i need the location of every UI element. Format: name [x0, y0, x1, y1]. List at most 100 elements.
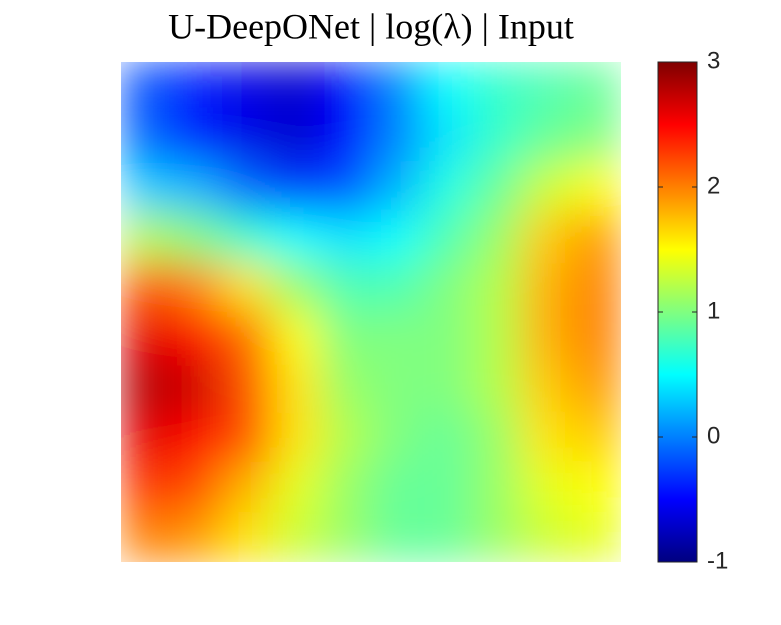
- heatmap-cell: [271, 512, 322, 562]
- heatmap-cell: [171, 362, 222, 413]
- heatmap-cell: [521, 412, 572, 463]
- heatmap-cell: [221, 112, 272, 163]
- colorbar-tick-label: -1: [707, 547, 728, 574]
- heatmap-cell: [371, 512, 422, 562]
- heatmap-cell: [471, 412, 522, 463]
- heatmap-cell: [571, 512, 621, 562]
- heatmap-cell: [371, 412, 422, 463]
- heatmap-cell: [421, 212, 472, 263]
- heatmap-cell: [471, 312, 522, 363]
- colorbar-tick-label: 2: [707, 172, 720, 199]
- heatmap-cell: [121, 312, 172, 363]
- heatmap-cell: [421, 312, 472, 363]
- heatmap-cell: [271, 62, 322, 113]
- heatmap-cell: [171, 112, 222, 163]
- heatmap-cell: [321, 512, 372, 562]
- heatmap-cell: [471, 162, 522, 213]
- heatmap-cell: [421, 262, 472, 313]
- heatmap-cell: [271, 362, 322, 413]
- heatmap-cell: [571, 112, 621, 163]
- heatmap-cell: [271, 162, 322, 213]
- heatmap-cell: [121, 362, 172, 413]
- heatmap-cell: [221, 162, 272, 213]
- heatmap-cell: [121, 262, 172, 313]
- heatmap-cell: [121, 212, 172, 263]
- heatmap-cell: [571, 462, 621, 513]
- heatmap-cell: [521, 312, 572, 363]
- colorbar: [657, 61, 698, 563]
- heatmap-cell: [221, 262, 272, 313]
- heatmap-cell: [171, 312, 222, 363]
- heatmap-cell: [171, 212, 222, 263]
- heatmap-cell: [321, 462, 372, 513]
- heatmap-cell: [171, 262, 222, 313]
- heatmap-cell: [371, 112, 422, 163]
- heatmap-cell: [471, 62, 522, 113]
- heatmap-cell: [171, 62, 222, 113]
- heatmap-cell: [271, 462, 322, 513]
- heatmap-cell: [171, 512, 222, 562]
- heatmap-cell: [571, 62, 621, 113]
- heatmap-cell: [221, 512, 272, 562]
- heatmap-cell: [321, 112, 372, 163]
- heatmap-cell: [521, 62, 572, 113]
- heatmap-cell: [371, 162, 422, 213]
- heatmap-cell: [121, 412, 172, 463]
- heatmap-cell: [571, 162, 621, 213]
- heatmap-cell: [121, 112, 172, 163]
- heatmap-cell: [321, 212, 372, 263]
- heatmap-cell: [521, 462, 572, 513]
- heatmap-cell: [271, 212, 322, 263]
- heatmap-cell: [521, 512, 572, 562]
- heatmap-cell: [221, 212, 272, 263]
- colorbar-tick-label: 0: [707, 422, 720, 449]
- heatmap-cell: [471, 262, 522, 313]
- heatmap-cell: [521, 362, 572, 413]
- heatmap-cell: [371, 212, 422, 263]
- heatmap-cell: [271, 262, 322, 313]
- heatmap-cell: [421, 512, 472, 562]
- heatmap-cell: [571, 212, 621, 263]
- heatmap-cell: [371, 362, 422, 413]
- heatmap-cell: [171, 412, 222, 463]
- heatmap-cell: [171, 162, 222, 213]
- heatmap-cell: [221, 62, 272, 113]
- heatmap-cell: [521, 212, 572, 263]
- heatmap-cell: [571, 312, 621, 363]
- heatmap-cell: [421, 162, 472, 213]
- heatmap-cell: [121, 162, 172, 213]
- heatmap-cell: [371, 262, 422, 313]
- heatmap-cell: [221, 412, 272, 463]
- heatmap-cell: [421, 362, 472, 413]
- heatmap-cell: [421, 462, 472, 513]
- heatmap-cell: [471, 362, 522, 413]
- heatmap-cell: [571, 362, 621, 413]
- heatmap-cell: [471, 512, 522, 562]
- heatmap-cell: [371, 62, 422, 113]
- heatmap-cell: [121, 62, 172, 113]
- heatmap-cell: [421, 412, 472, 463]
- heatmap-cell: [571, 262, 621, 313]
- heatmap-cell: [271, 312, 322, 363]
- heatmap-cell: [121, 462, 172, 513]
- heatmap-cells: [121, 62, 621, 562]
- heatmap-cell: [271, 112, 322, 163]
- heatmap-cell: [321, 412, 372, 463]
- heatmap-cell: [321, 262, 372, 313]
- heatmap-cell: [121, 512, 172, 562]
- heatmap-cell: [471, 212, 522, 263]
- heatmap-cell: [371, 312, 422, 363]
- heatmap-cell: [421, 62, 472, 113]
- heatmap-cell: [571, 412, 621, 463]
- heatmap-cell: [271, 412, 322, 463]
- heatmap-cell: [221, 362, 272, 413]
- heatmap-cell: [321, 62, 372, 113]
- heatmap-cell: [321, 312, 372, 363]
- colorbar-tick-label: 3: [707, 47, 720, 74]
- heatmap-cell: [221, 312, 272, 363]
- heatmap-cell: [421, 112, 472, 163]
- heatmap-cell: [471, 112, 522, 163]
- heatmap-cell: [371, 462, 422, 513]
- heatmap-cell: [321, 162, 372, 213]
